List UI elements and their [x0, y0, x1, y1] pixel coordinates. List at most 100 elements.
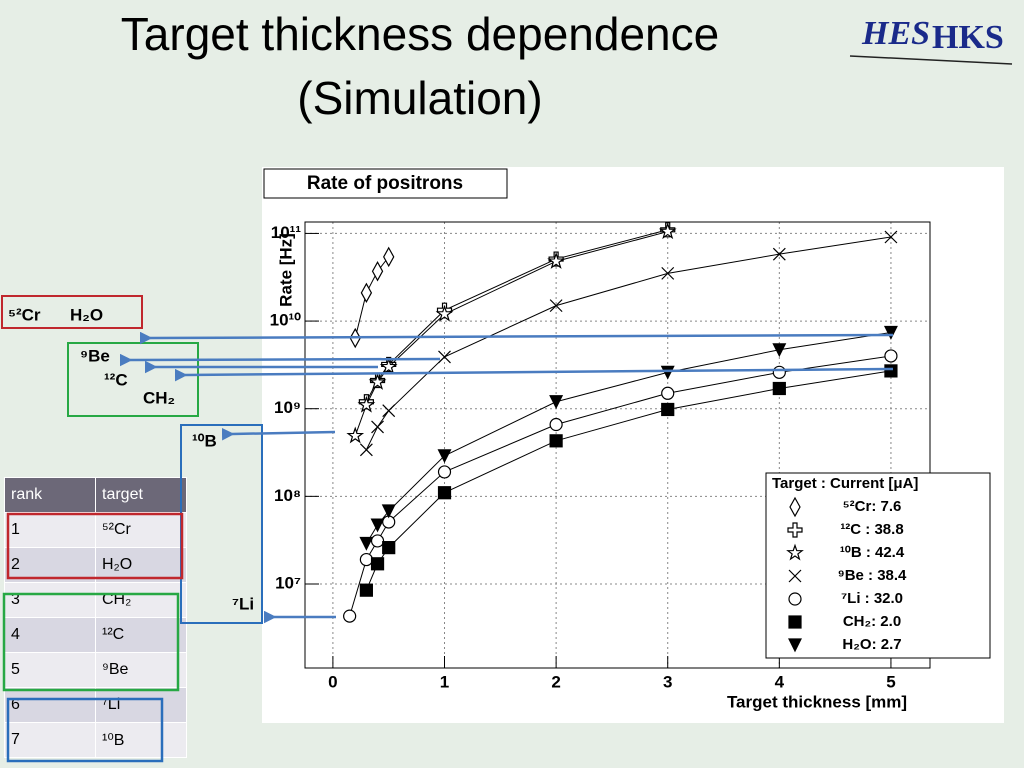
data-point	[370, 557, 385, 571]
data-point	[437, 486, 452, 500]
data-point	[661, 402, 675, 417]
data-point	[359, 443, 373, 457]
y-axis-label: Rate [Hz]	[276, 233, 295, 307]
data-point	[382, 404, 396, 418]
legend-label: ⁹Be : 38.4	[838, 567, 907, 584]
data-point	[549, 417, 563, 432]
legend-box	[765, 472, 991, 659]
data-point	[437, 449, 452, 464]
data-point	[359, 552, 373, 567]
cell: 3	[4, 582, 96, 618]
y-tick-label: 10⁹	[274, 398, 301, 417]
data-point	[438, 350, 451, 364]
cell: ¹²C	[95, 617, 187, 653]
data-point	[884, 349, 898, 363]
data-point	[658, 222, 677, 240]
cell: 1	[4, 512, 96, 548]
logo-line	[849, 55, 1013, 65]
data-point	[359, 536, 374, 551]
data-point	[772, 247, 786, 261]
data-point	[382, 541, 396, 555]
y-tick-label: 10⁷	[275, 573, 301, 592]
rank-table: rank target 1 ⁵²Cr 2 H₂O 3 CH₂ 4 ¹²C 5 ⁹Be 6 ⁷L…	[4, 477, 187, 758]
data-point	[370, 518, 385, 533]
data-point	[661, 386, 675, 400]
header-cell: rank	[4, 477, 96, 513]
data-point	[381, 504, 396, 519]
y-tick-label: 10⁸	[274, 486, 301, 505]
legend-marker	[788, 592, 802, 606]
legend-title: Target : Current [μA]	[772, 475, 918, 492]
x-tick-label: 2	[551, 672, 560, 691]
legend-label: H₂O: 2.7	[842, 636, 901, 653]
data-point	[661, 266, 675, 280]
x-axis-label: Target thickness [mm]	[727, 692, 907, 711]
cell: ¹⁰B	[95, 722, 187, 758]
legend-marker	[789, 496, 801, 518]
table-row: 3 CH₂	[4, 582, 187, 618]
slide-title: Target thickness dependence	[121, 8, 719, 60]
series-line	[354, 256, 390, 339]
data-point	[435, 304, 454, 322]
legend-marker	[788, 569, 802, 583]
cell: H₂O	[95, 547, 187, 583]
data-point	[549, 299, 563, 313]
data-point	[360, 282, 373, 304]
chart-title: Rate of positrons	[307, 173, 463, 194]
y-tick-label: 10¹¹	[271, 223, 302, 242]
table-row: 2 H₂O	[4, 547, 187, 583]
legend-marker	[786, 543, 804, 561]
x-tick-label: 5	[886, 672, 895, 691]
data-point	[884, 364, 898, 378]
legend-marker	[787, 522, 803, 538]
data-point	[370, 534, 385, 548]
data-point	[357, 395, 376, 413]
cell: 4	[4, 617, 96, 653]
logo-text: HES	[861, 15, 930, 52]
data-point	[772, 381, 786, 396]
table-row: 6 ⁷Li	[4, 687, 187, 723]
x-tick-label: 4	[775, 672, 785, 691]
data-point	[359, 583, 373, 597]
legend-label: CH₂: 2.0	[843, 613, 901, 630]
table-row: 5 ⁹Be	[4, 652, 187, 688]
data-point	[884, 230, 898, 244]
x-tick-label: 1	[440, 672, 449, 691]
legend-marker	[788, 638, 802, 653]
logo-text: HKS	[932, 19, 1004, 56]
table-header: rank target	[4, 477, 187, 513]
slide-title: (Simulation)	[297, 72, 542, 124]
cell: 7	[4, 722, 96, 758]
cell: ⁷Li	[95, 687, 187, 723]
y-tick-label: 10¹⁰	[270, 311, 302, 330]
data-point	[547, 252, 565, 269]
plot-frame	[304, 221, 931, 669]
cell: CH₂	[95, 582, 187, 618]
data-point	[371, 420, 384, 434]
data-point	[772, 365, 786, 379]
cell: 6	[4, 687, 96, 723]
data-point	[383, 246, 395, 268]
legend-label: ¹²C : 38.8	[840, 521, 903, 538]
chart-title-box	[263, 168, 508, 199]
data-point	[346, 426, 365, 444]
table-row: 7 ¹⁰B	[4, 722, 187, 758]
x-tick-label: 0	[328, 672, 337, 691]
legend-label: ⁷Li : 32.0	[841, 590, 903, 607]
cell: ⁹Be	[95, 652, 187, 688]
legend-label: ⁵²Cr: 7.6	[843, 498, 902, 515]
table-row: 4 ¹²C	[4, 617, 187, 653]
data-point	[549, 434, 563, 448]
data-point	[368, 372, 387, 390]
legend-marker	[788, 615, 802, 629]
cell: 2	[4, 547, 96, 583]
legend-label: ¹⁰B : 42.4	[840, 544, 905, 561]
data-point	[343, 609, 357, 623]
data-point	[883, 325, 898, 340]
data-point	[437, 465, 452, 479]
data-point	[772, 343, 787, 358]
table-row: 1 ⁵²Cr	[4, 512, 187, 548]
data-point	[549, 395, 564, 410]
